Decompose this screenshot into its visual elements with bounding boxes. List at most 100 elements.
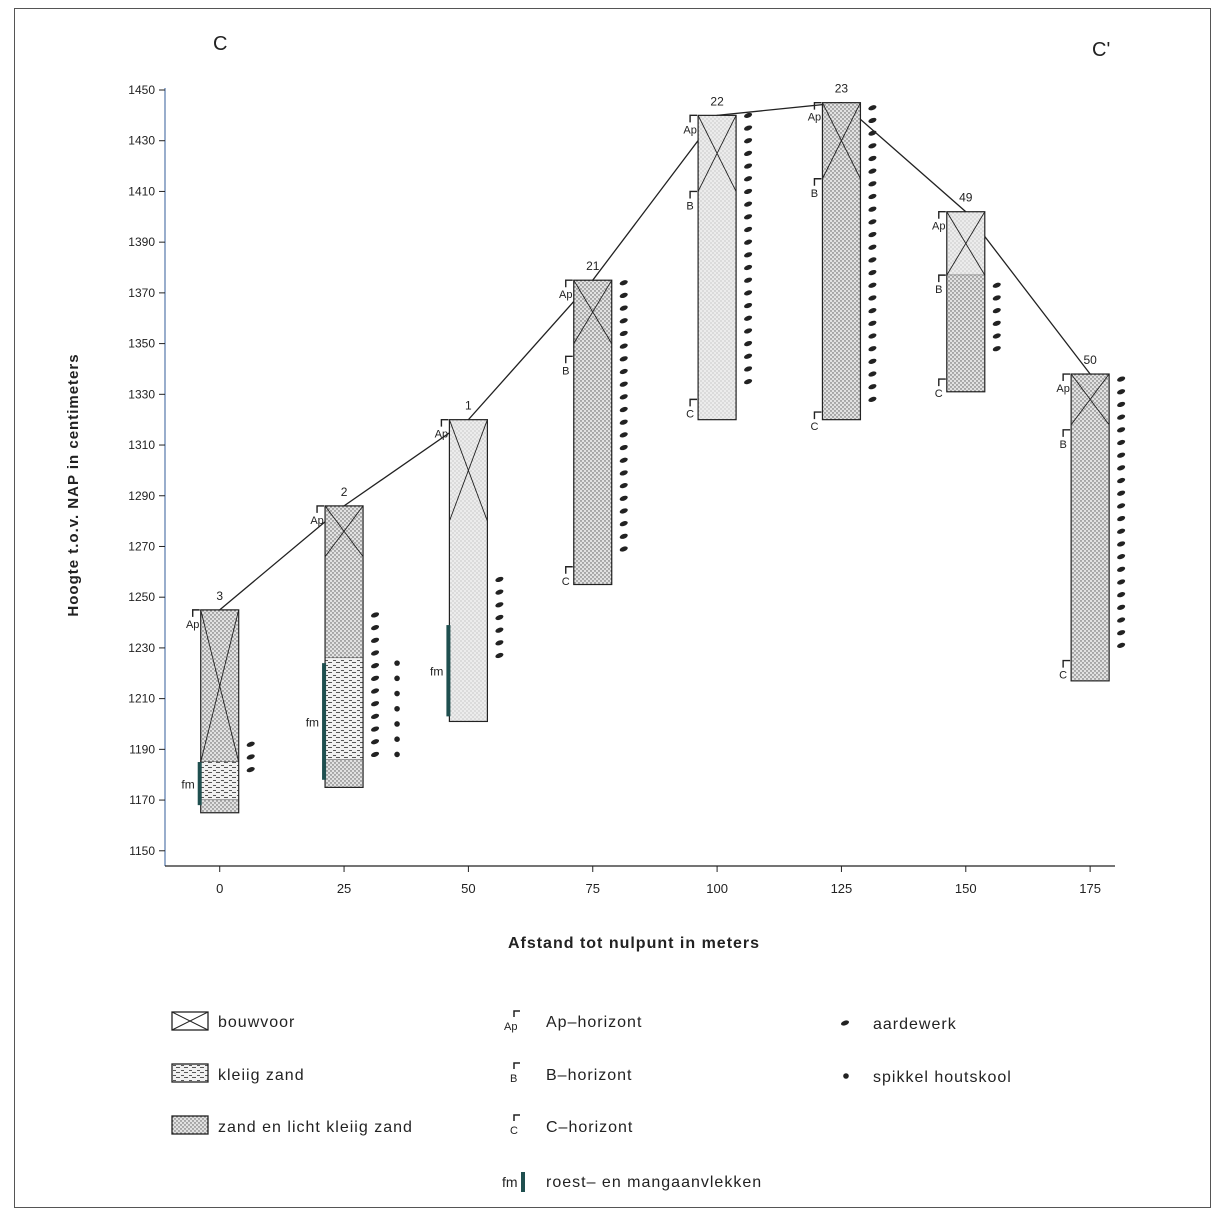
aardewerk-mark bbox=[868, 117, 877, 124]
y-tick-label: 1150 bbox=[129, 844, 155, 858]
aardewerk-mark bbox=[1117, 389, 1126, 395]
aardewerk-mark bbox=[371, 701, 380, 707]
boreholes: 3Apfm2Apfm1Apfm21ApBC22ApBC23ApBC49ApBC5… bbox=[181, 82, 1126, 814]
aardewerk-mark bbox=[1117, 401, 1126, 408]
aardewerk-mark bbox=[868, 155, 877, 162]
borehole-1: 1 Ap fm bbox=[430, 399, 504, 723]
legend-label-aardewerk: aardewerk bbox=[873, 1016, 957, 1033]
aardewerk-mark bbox=[744, 328, 753, 334]
houtskool-mark bbox=[394, 736, 400, 743]
aardewerk-mark bbox=[1117, 452, 1126, 458]
bouwvoor-cross bbox=[200, 609, 240, 763]
borehole-49: 49 Ap B C bbox=[932, 191, 1001, 400]
aardewerk-mark bbox=[619, 432, 628, 438]
aardewerk-mark bbox=[868, 333, 877, 339]
aardewerk-mark bbox=[1117, 490, 1126, 496]
soil-layer-sand bbox=[573, 280, 612, 585]
fm-label: fm bbox=[306, 715, 319, 729]
borehole-id: 21 bbox=[586, 259, 600, 273]
fm-bar bbox=[322, 663, 327, 780]
aardewerk-mark bbox=[246, 754, 255, 760]
aardewerk-mark bbox=[495, 576, 504, 583]
x-tick-label: 100 bbox=[706, 881, 728, 896]
soil-layer-sand bbox=[325, 505, 364, 659]
aardewerk-mark bbox=[1117, 630, 1126, 636]
aardewerk-mark bbox=[744, 214, 753, 220]
aardewerk-mark bbox=[619, 305, 628, 311]
aardewerk-mark bbox=[1117, 579, 1126, 585]
aardewerk-mark bbox=[619, 381, 628, 387]
y-tick-label: 1250 bbox=[128, 590, 155, 604]
aardewerk-mark bbox=[371, 751, 380, 758]
borehole-23: 23 Ap B C bbox=[808, 82, 877, 433]
aardewerk-mark bbox=[246, 767, 255, 773]
fm-bar bbox=[197, 762, 202, 806]
horizon-marker-icon bbox=[813, 101, 822, 110]
aardewerk-mark bbox=[619, 318, 628, 324]
aardewerk-mark bbox=[744, 138, 753, 144]
borehole-id: 50 bbox=[1083, 353, 1097, 367]
borehole-21: 21 Ap B C bbox=[559, 259, 628, 588]
soil-layer-sand bbox=[200, 800, 239, 813]
borehole-id: 23 bbox=[835, 82, 849, 96]
aardewerk-mark bbox=[992, 308, 1001, 314]
aardewerk-mark bbox=[868, 282, 877, 288]
borehole-id: 3 bbox=[216, 589, 223, 603]
surface-profile bbox=[219, 102, 1091, 611]
y-tick-label: 1190 bbox=[129, 742, 155, 756]
houtskool-mark bbox=[394, 690, 400, 697]
horizon-marker-icon bbox=[1062, 429, 1071, 437]
aardewerk-mark bbox=[868, 168, 877, 174]
y-tick-label: 1270 bbox=[128, 539, 155, 553]
horizon-label: Ap bbox=[808, 112, 821, 124]
aardewerk-mark bbox=[619, 470, 628, 476]
aardewerk-mark bbox=[619, 521, 628, 527]
horizon-marker-icon bbox=[1062, 373, 1071, 382]
soil-layer-sand-light bbox=[449, 419, 488, 722]
soil-layer-sand bbox=[946, 275, 985, 392]
y-tick-label: 1210 bbox=[128, 692, 155, 706]
horizon-label: B bbox=[562, 365, 569, 377]
aardewerk-mark bbox=[495, 589, 504, 595]
horizon-marker-icon bbox=[813, 178, 822, 186]
aardewerk-mark bbox=[868, 193, 877, 200]
legend-label-bouwvoor: bouwvoor bbox=[218, 1014, 295, 1031]
horizon-label: C bbox=[935, 388, 943, 400]
horizon-marker-icon bbox=[813, 411, 822, 420]
aardewerk-mark bbox=[1117, 592, 1126, 598]
houtskool-mark bbox=[394, 705, 400, 712]
aardewerk-mark bbox=[495, 627, 504, 633]
borehole-outline bbox=[821, 102, 862, 421]
y-tick-label: 1410 bbox=[128, 184, 155, 198]
legend: bouwvoor kleiig zand zand en licht kleii… bbox=[171, 1010, 1011, 1192]
sherd-icon bbox=[840, 1020, 850, 1026]
aardewerk-mark bbox=[619, 368, 628, 375]
aardewerk-mark bbox=[371, 739, 380, 745]
aardewerk-mark bbox=[868, 346, 877, 352]
aardewerk-mark bbox=[868, 143, 877, 149]
borehole-50: 50 Ap B C bbox=[1056, 353, 1126, 682]
borehole-id: 22 bbox=[710, 94, 724, 108]
fm-bar-icon bbox=[521, 1172, 525, 1192]
aardewerk-mark bbox=[619, 483, 628, 489]
aardewerk-mark bbox=[371, 713, 380, 719]
aardewerk-mark bbox=[868, 206, 877, 212]
c-horizon-marker-icon bbox=[513, 1114, 520, 1121]
horizon-label: Ap bbox=[186, 619, 199, 631]
aardewerk-mark bbox=[495, 640, 504, 646]
axes: 1150117011901210123012501270129013101330… bbox=[128, 83, 1115, 896]
aardewerk-mark bbox=[619, 444, 628, 451]
horizon-label: Ap bbox=[559, 289, 572, 301]
legend-item-fm: fm roest– en mangaanvlekken bbox=[502, 1172, 761, 1192]
ap-horizon-marker-icon bbox=[513, 1010, 520, 1017]
y-tick-label: 1330 bbox=[128, 387, 155, 401]
aardewerk-mark bbox=[744, 252, 753, 258]
bouwvoor-cross bbox=[448, 419, 488, 522]
horizon-marker-icon bbox=[316, 505, 325, 513]
aardewerk-mark bbox=[495, 614, 504, 621]
bouwvoor-cross bbox=[1070, 373, 1110, 426]
horizon-label: B bbox=[686, 200, 693, 212]
aardewerk-mark bbox=[619, 330, 628, 337]
legend-symbol-ap: Ap bbox=[504, 1021, 517, 1033]
aardewerk-mark bbox=[1117, 604, 1126, 610]
